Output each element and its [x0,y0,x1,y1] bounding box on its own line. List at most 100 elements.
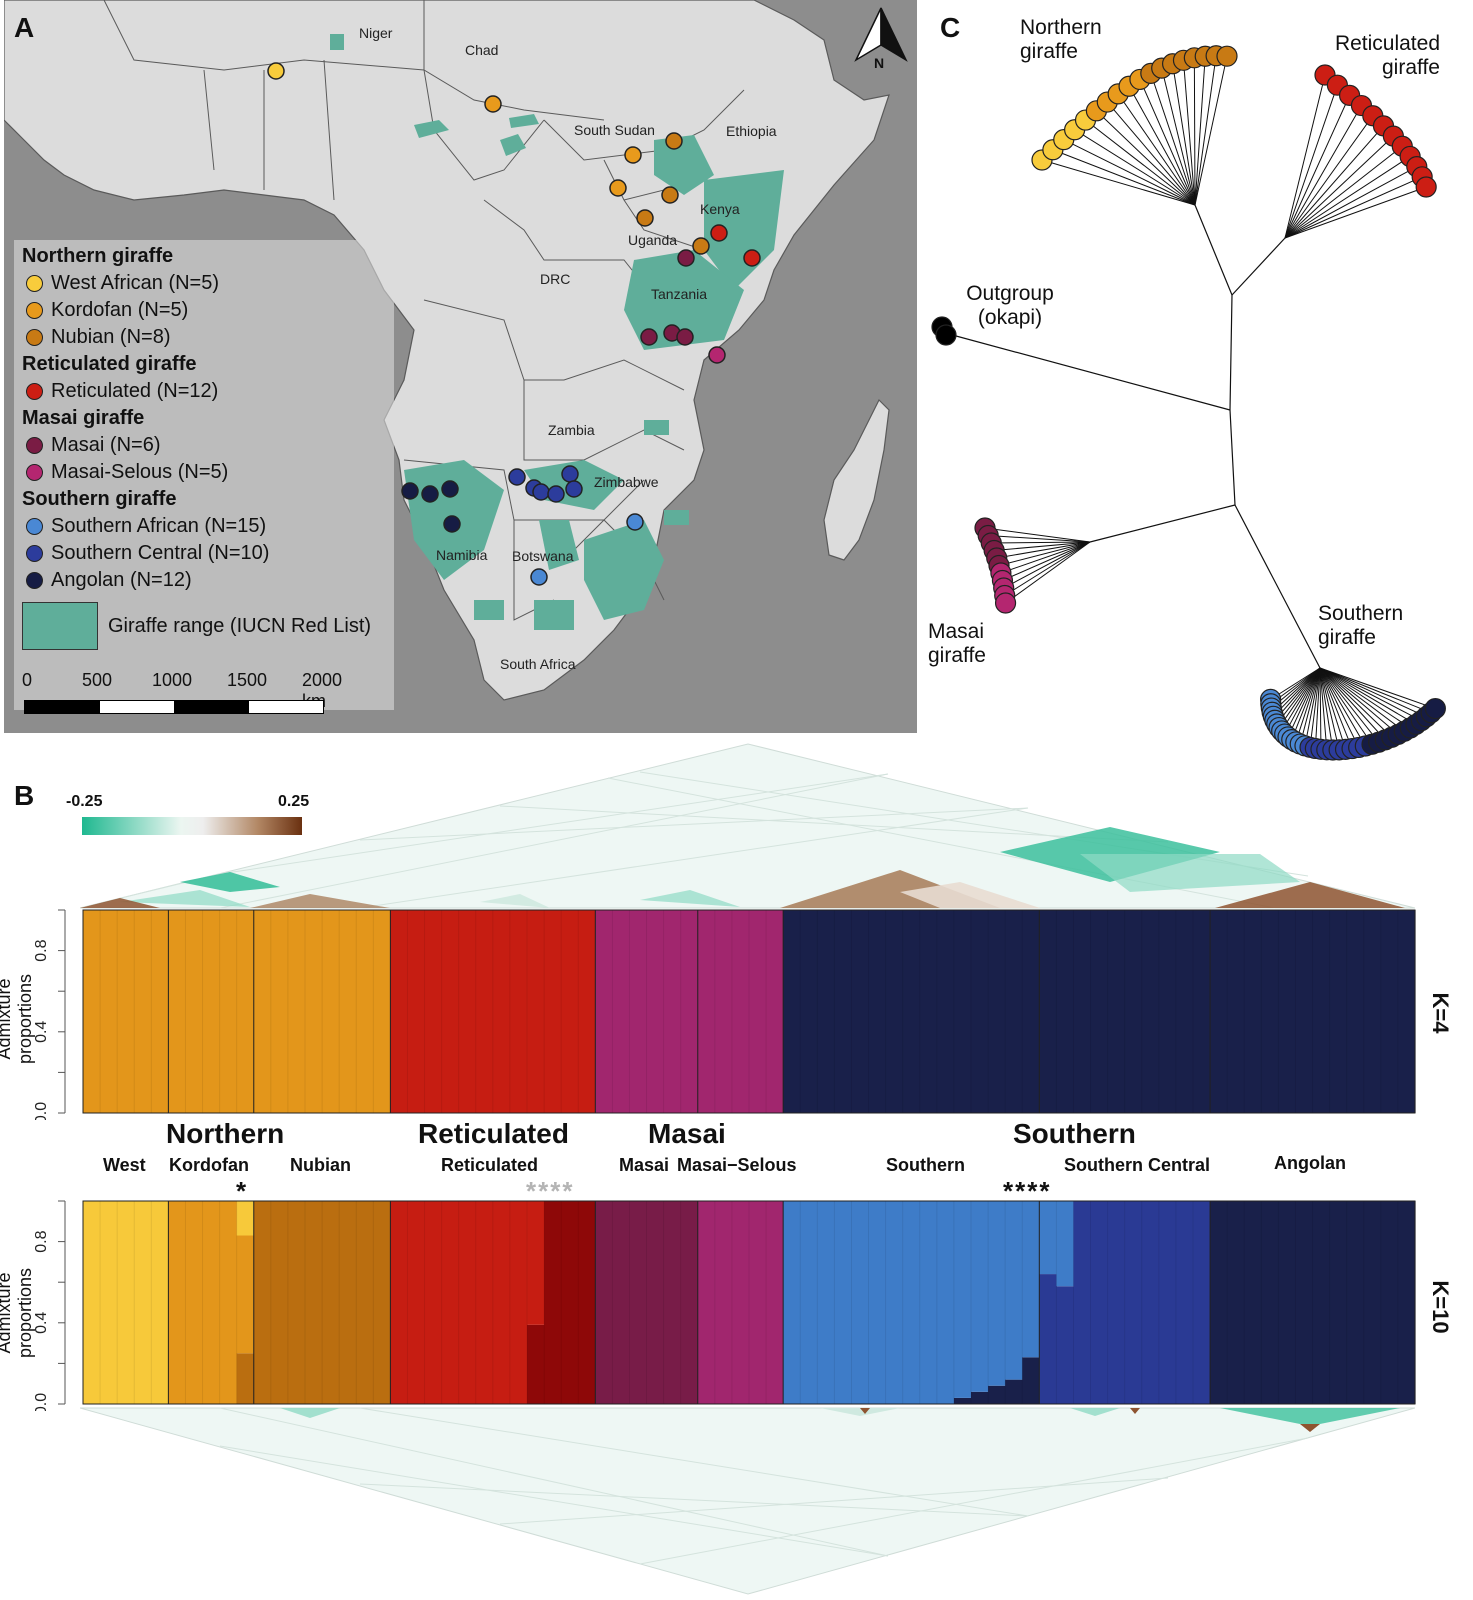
sample-point [626,513,644,531]
panel-label-b: B [14,780,35,811]
admixture-bar-segment [1141,1201,1160,1404]
admixture-bar-segment [407,910,426,1113]
plot-frame [82,1200,1416,1405]
legend-group-title: Northern giraffe [22,245,174,267]
sample-point [443,515,461,533]
tree-tip-branch [1194,55,1217,206]
legend-label: West African (N=5) [51,272,220,294]
country-label: Namibia [436,547,488,563]
tree-tip-branch [998,541,1091,566]
admixture-bar-segment [305,1201,323,1404]
admixture-bar-segment [236,910,255,1113]
species-label-masai: Masai [648,1118,726,1149]
tree-tip-branch [1284,145,1403,239]
tree-tip-branch [1172,63,1196,206]
admixture-bar-segment [236,1201,255,1236]
admixture-bar-segment [646,910,665,1113]
admixture-bar-segment [953,1397,972,1404]
k10-ylabel: Admixture proportions [0,1267,35,1359]
admixture-bar-segment [663,910,682,1113]
admixture-bar-segment [1158,1201,1177,1404]
admixture-bar-segment [1141,910,1160,1113]
sample-point [708,346,726,364]
admixture-bar-segment [731,1201,750,1404]
legend-groups: Northern giraffe West African (N=5) Kordof… [22,243,402,594]
tree-tip-branch [1052,149,1196,206]
admixture-bar-segment [100,910,118,1113]
upper-heatmap-cell [900,882,1040,908]
admixture-bar-segment [1090,1201,1109,1404]
country-label: Chad [465,42,498,58]
admixture-bar-segment [219,910,238,1113]
species-label-reticulated: Reticulated [418,1118,569,1149]
tree-tip-branch [1281,667,1321,732]
admixture-bar-segment [1312,910,1331,1113]
admixture-bar-segment [1278,910,1297,1113]
admixture-bar-segment [407,1201,426,1404]
admixture-bar-segment [800,1201,818,1404]
tree-tip-branch [1284,115,1374,239]
k4-axis: 0.0 0.4 0.8 [33,909,66,1120]
asterisk-kordofan: * [236,1176,247,1206]
admixture-bar-segment [1295,1201,1314,1404]
legend-item: Southern Central (N=10) [22,540,402,567]
branch-masai [1089,504,1236,543]
admixture-bar-segment [919,910,938,1113]
tree-tip-branch [1319,667,1328,750]
admixture-bar-segment [919,1201,938,1404]
upper-heatmap-cell [1215,882,1405,908]
admixture-bar-segment [185,1201,204,1404]
admixture-bar-segment [236,1235,255,1354]
tree-tip-branch [1319,667,1322,750]
country-label: Ethiopia [726,123,777,139]
admixture-bar-segment [1295,910,1314,1113]
tree-tip-branch [1194,56,1228,206]
tree-tip-branch [1150,73,1196,206]
upper-heatmap-cell [640,890,740,907]
admixture-bar-segment [544,910,562,1113]
country-label: Uganda [628,232,677,248]
tree-tip-branch [1284,166,1418,239]
map-legend: Northern giraffe West African (N=5) Kordof… [22,243,402,650]
legend-marker [26,518,43,535]
admixture-bar-segment [356,910,374,1113]
admixture-bar-segment [1124,1201,1143,1404]
admixture-bar-segment [1056,910,1075,1113]
tree-label-outgroup: Outgroup (okapi) [966,282,1054,329]
upper-heatmap-cell [480,894,550,908]
admixture-bar-segment [168,910,187,1113]
tree-tip [1415,176,1437,198]
tree-tip-branch [1319,667,1360,748]
admixture-bar-segment [339,1201,357,1404]
tree-tip-branch [1096,110,1196,206]
pop-label: Kordofan [169,1155,249,1175]
admixture-bar-segment [1261,1201,1279,1404]
admixture-bar-segment [663,1201,682,1404]
north-label: N [874,55,884,71]
admixture-bar-segment [851,1201,870,1404]
tree-tip-branch [1319,667,1366,747]
admixture-bar-segment [527,910,545,1113]
admixture-bar-segment [902,910,921,1113]
admixture-bar-segment [322,910,340,1113]
tree-tip-branch [1304,667,1321,746]
map-panel: Niger Chad South Sudan Ethiopia Kenya Ug… [3,0,917,733]
sample-point [561,465,579,483]
legend-marker [26,437,43,454]
admixture-bar-segment [1073,910,1092,1113]
colorbar-min: -0.25 [66,793,103,810]
legend-item: Masai (N=6) [22,432,402,459]
y-tick-label: 0.4 [33,1312,50,1334]
admixture-bar-segment [202,910,221,1113]
admixture-bar-segment [1107,910,1126,1113]
tree-tip-branch [1319,667,1411,729]
admixture-bar-segment [441,910,460,1113]
admixture-bar-segment [936,1201,955,1404]
sample-point [484,95,502,113]
sample-point [441,480,459,498]
scale-bar-rect [24,700,324,714]
lower-heatmap [80,1407,1415,1595]
sample-point [636,209,654,227]
admixture-bar-segment [356,1201,374,1404]
admixture-bar-segment [561,910,579,1113]
